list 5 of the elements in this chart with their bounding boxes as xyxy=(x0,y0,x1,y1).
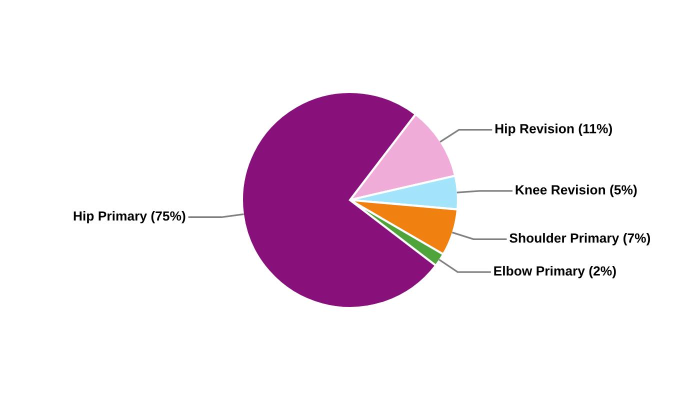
slice-label: Knee Revision (5%) xyxy=(516,184,637,198)
slice-label: Elbow Primary (2%) xyxy=(494,266,616,278)
slice-label: Hip Primary (75%) xyxy=(74,210,186,224)
slice-label: Hip Revision (11%) xyxy=(495,124,612,136)
slice-label: Shoulder Primary (7%) xyxy=(510,233,650,246)
